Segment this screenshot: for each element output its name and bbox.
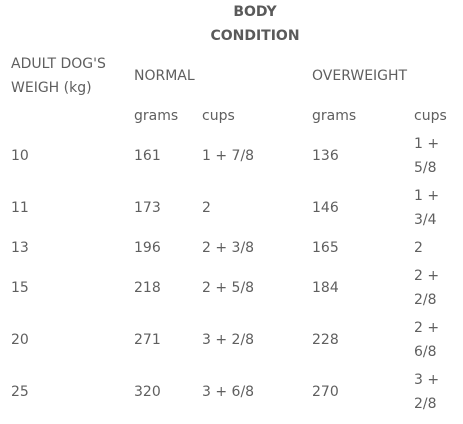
group-header-normal: NORMAL [134,68,195,84]
cell-normal-grams: 218 [134,280,161,296]
cell-over-grams: 184 [312,280,339,296]
cell-over-grams: 136 [312,148,339,164]
cell-normal-grams: 161 [134,148,161,164]
cell-over-cups-line1: 3 + [414,372,440,388]
cell-weight: 10 [11,148,29,164]
cell-over-grams: 228 [312,332,339,348]
cell-over-cups-line2: 5/8 [414,160,437,176]
cell-over-cups-line2: 2/8 [414,292,437,308]
cell-over-cups-line2: 6/8 [414,344,437,360]
cell-weight: 13 [11,240,29,256]
cell-weight: 25 [11,384,29,400]
cell-over-cups-line1: 2 + [414,268,440,284]
cell-over-cups-line1: 1 + [414,188,440,204]
cell-weight: 15 [11,280,29,296]
subheader-over-grams: grams [312,108,357,124]
cell-over-grams: 270 [312,384,339,400]
cell-normal-cups: 3 + 2/8 [202,332,255,348]
cell-over-grams: 165 [312,240,339,256]
cell-over-cups-line2: 2/8 [414,396,437,412]
cell-over-cups-line1: 2 [414,240,423,256]
cell-over-cups-line2: 3/4 [414,212,437,228]
subheader-over-cups: cups [414,108,447,124]
cell-normal-cups: 2 + 3/8 [202,240,255,256]
cell-normal-cups: 3 + 6/8 [202,384,255,400]
row-header-line2: WEIGH (kg) [11,80,92,96]
cell-normal-cups: 2 [202,200,211,216]
cell-weight: 20 [11,332,29,348]
group-header-overweight: OVERWEIGHT [312,68,408,84]
table-title-line2: CONDITION [210,28,300,44]
cell-normal-grams: 320 [134,384,161,400]
cell-normal-cups: 1 + 7/8 [202,148,255,164]
cell-weight: 11 [11,200,29,216]
cell-over-grams: 146 [312,200,339,216]
cell-normal-grams: 196 [134,240,161,256]
cell-over-cups-line1: 1 + [414,136,440,152]
cell-normal-grams: 271 [134,332,161,348]
cell-normal-cups: 2 + 5/8 [202,280,255,296]
cell-over-cups-line1: 2 + [414,320,440,336]
subheader-normal-cups: cups [202,108,235,124]
subheader-normal-grams: grams [134,108,179,124]
row-header-line1: ADULT DOG'S [11,56,106,72]
cell-normal-grams: 173 [134,200,161,216]
table-title-line1: BODY [233,4,277,20]
